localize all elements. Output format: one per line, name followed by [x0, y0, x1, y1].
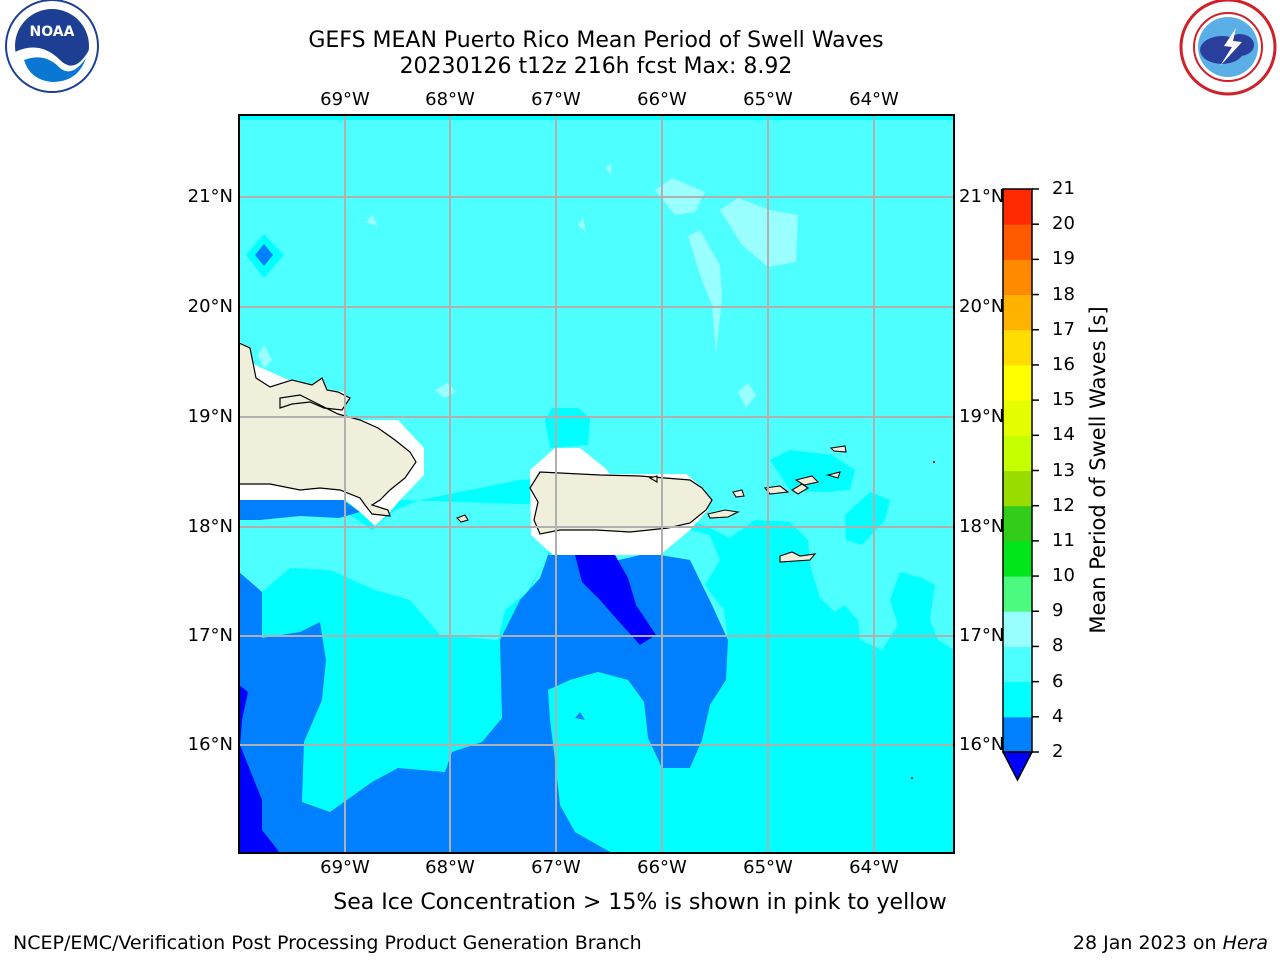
- colorbar-tick-label: 4: [1052, 705, 1064, 727]
- lon-label-bottom: 68°W: [425, 857, 475, 878]
- lat-label-left: 21°N: [187, 186, 233, 207]
- colorbar-tick-label: 8: [1052, 635, 1064, 657]
- lon-label-top: 65°W: [743, 89, 793, 110]
- lat-label-left: 19°N: [187, 406, 233, 427]
- map-title: GEFS MEAN Puerto Rico Mean Period of Swe…: [308, 28, 884, 53]
- colorbar-segment: [1003, 681, 1032, 718]
- sea-ice-note-text: Sea Ice Concentration > 15% is shown in …: [333, 890, 947, 915]
- colorbar-tick-label: 15: [1052, 389, 1075, 411]
- colorbar-tick-label: 12: [1052, 494, 1075, 516]
- colorbar-tick-label: 6: [1052, 670, 1064, 692]
- lat-label-right: 16°N: [959, 734, 1005, 755]
- colorbar-segment: [1003, 400, 1032, 436]
- lon-label-top: 68°W: [425, 89, 475, 110]
- lon-label-bottom: 69°W: [320, 857, 370, 878]
- lat-label-right: 17°N: [959, 625, 1005, 646]
- lon-label-top: 66°W: [637, 89, 687, 110]
- colorbar-segment: [1003, 364, 1032, 401]
- lat-label-right: 20°N: [959, 296, 1005, 317]
- colorbar-tick-label: 18: [1052, 283, 1075, 305]
- colorbar-tick-label: 11: [1052, 529, 1075, 551]
- sea-ice-note: Sea Ice Concentration > 15% is shown in …: [0, 892, 1280, 914]
- lon-label-bottom: 64°W: [849, 857, 899, 878]
- map-gridlines: [239, 115, 954, 853]
- colorbar-segment: [1003, 224, 1032, 260]
- colorbar-tick-label: 19: [1052, 248, 1075, 270]
- colorbar: [1001, 188, 1039, 782]
- colorbar-segment: [1003, 329, 1032, 366]
- map-frame: [238, 114, 955, 854]
- colorbar-segment: [1003, 716, 1032, 753]
- lat-label-right: 21°N: [959, 186, 1005, 207]
- credit-text: NCEP/EMC/Verification Post Processing Pr…: [13, 932, 642, 954]
- lat-label-left: 20°N: [187, 296, 233, 317]
- colorbar-segment: [1003, 435, 1032, 471]
- colorbar-tick-label: 14: [1052, 424, 1075, 446]
- lat-label-right: 19°N: [959, 406, 1005, 427]
- swell-period-field: [239, 115, 954, 853]
- colorbar-segment: [1003, 189, 1032, 225]
- colorbar-tick-label: 9: [1052, 600, 1064, 622]
- lon-label-bottom: 67°W: [531, 857, 581, 878]
- noaa-logo: NOAA: [5, 0, 99, 93]
- colorbar-segment: [1003, 505, 1032, 542]
- colorbar-tick-label: 13: [1052, 459, 1075, 481]
- lon-label-bottom: 65°W: [743, 857, 793, 878]
- lon-label-top: 64°W: [849, 89, 899, 110]
- colorbar-segment: [1003, 646, 1032, 683]
- lat-label-left: 16°N: [187, 734, 233, 755]
- colorbar-segment: [1003, 611, 1032, 647]
- colorbar-segment: [1003, 294, 1032, 331]
- nws-logo: [1179, 0, 1277, 96]
- colorbar-tick-label: 20: [1052, 213, 1075, 235]
- lat-label-left: 17°N: [187, 625, 233, 646]
- lon-label-top: 69°W: [320, 89, 370, 110]
- colorbar-label: Mean Period of Swell Waves [s]: [1086, 306, 1110, 634]
- lat-label-right: 18°N: [959, 516, 1005, 537]
- lat-label-left: 18°N: [187, 516, 233, 537]
- lon-label-top: 67°W: [531, 89, 581, 110]
- date-host: 28 Jan 2023 on Hera: [1073, 932, 1268, 954]
- colorbar-segment: [1003, 470, 1032, 507]
- colorbar-segment: [1003, 576, 1032, 612]
- map-subtitle: 20230126 t12z 216h fcst Max: 8.92: [399, 54, 793, 79]
- colorbar-segment: [1003, 259, 1032, 296]
- date-text: 28 Jan 2023 on: [1072, 932, 1223, 954]
- colorbar-extend-arrow: [1001, 751, 1034, 782]
- noaa-logo-text: NOAA: [30, 24, 75, 40]
- colorbar-tick-label: 21: [1052, 178, 1075, 199]
- colorbar-tick-label: 10: [1052, 565, 1075, 587]
- colorbar-tick-label: 16: [1052, 353, 1075, 375]
- colorbar-tick-label: 17: [1052, 318, 1075, 340]
- host-name: Hera: [1222, 932, 1268, 954]
- colorbar-segment: [1003, 540, 1032, 577]
- colorbar-tick-label: 2: [1052, 741, 1064, 762]
- lon-label-bottom: 66°W: [637, 857, 687, 878]
